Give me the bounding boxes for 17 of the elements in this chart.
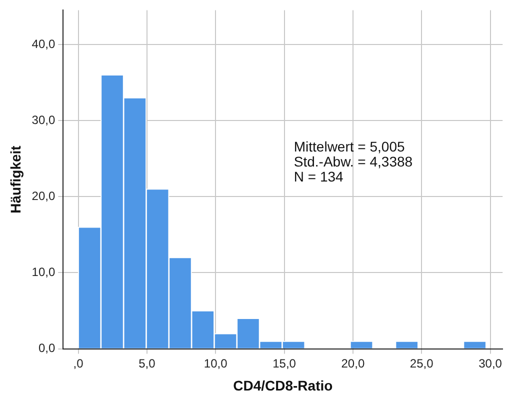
x-tick-label: 10,0 [204, 356, 228, 370]
y-tick-label: 0,0 [38, 341, 56, 356]
x-tick-label: 20,0 [341, 356, 365, 370]
y-tick-label: 30,0 [32, 112, 56, 127]
x-tick-label: 15,0 [272, 356, 296, 370]
annotation: Std.-Abw. = 4,3388 [294, 153, 413, 170]
x-tick-label: ,0 [73, 356, 84, 370]
y-tick-label: 10,0 [32, 265, 56, 280]
y-tick-label: 40,0 [32, 36, 56, 51]
x-tick-label: 30,0 [478, 356, 502, 370]
y-tick-label: 20,0 [32, 188, 56, 203]
x-axis-title: CD4/CD8-Ratio [233, 377, 333, 394]
x-tick-label: 5,0 [138, 356, 156, 370]
x-tick-label: 25,0 [410, 356, 434, 370]
y-axis-title: Häufigkeit [7, 145, 24, 214]
annotation: N = 134 [294, 168, 344, 184]
annotation: Mittelwert = 5,005 [294, 138, 405, 154]
